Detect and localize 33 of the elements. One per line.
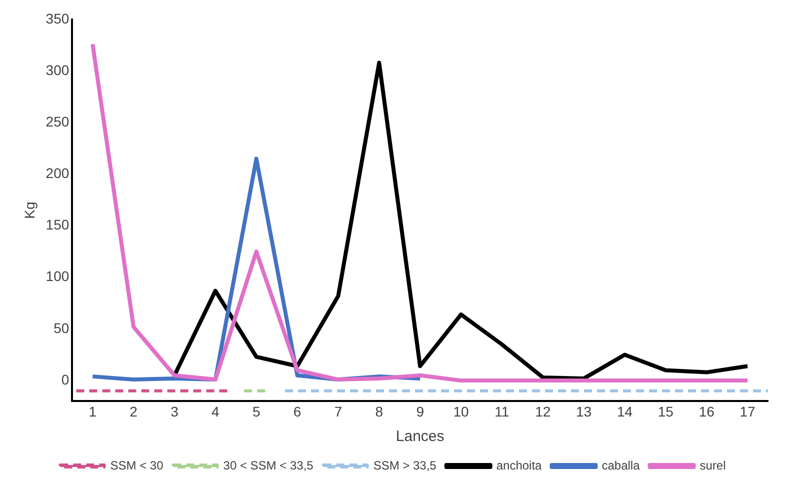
legend-label: SSM < 30 [110, 458, 164, 472]
x-tick-label: 16 [698, 403, 715, 420]
x-axis-title: Lances [396, 428, 444, 446]
x-tick-label: 3 [170, 403, 179, 420]
x-tick-label: 5 [252, 403, 260, 420]
x-tick-label: 7 [334, 403, 342, 420]
x-tick-label: 4 [212, 403, 220, 420]
legend-label: surel [700, 458, 726, 472]
x-tick-label: 2 [130, 403, 138, 420]
x-tick-label: 10 [453, 403, 470, 420]
y-tick-label: 350 [46, 10, 70, 26]
x-tick-label: 11 [494, 403, 510, 420]
legend-label: 30 < SSM < 33,5 [223, 458, 314, 472]
legend-label: caballa [602, 458, 640, 472]
x-tick-label: 15 [658, 403, 674, 420]
x-tick-label: 6 [293, 403, 302, 420]
x-tick-label: 12 [535, 403, 551, 420]
x-tick-label: 1 [88, 403, 97, 420]
y-tick-label: 50 [54, 320, 70, 336]
y-tick-label: 200 [46, 165, 70, 182]
legend-label: anchoita [496, 458, 542, 472]
y-tick-label: 100 [46, 268, 70, 284]
x-tick-label: 9 [416, 403, 424, 420]
x-tick-label: 13 [576, 403, 592, 420]
y-tick-label: 300 [46, 62, 70, 78]
legend-label: SSM > 33,5 [373, 458, 437, 472]
y-axis-title: Kg [21, 202, 38, 219]
x-tick-label: 17 [740, 403, 756, 420]
y-tick-label: 0 [61, 371, 70, 388]
y-tick-label: 250 [46, 113, 70, 130]
x-tick-label: 14 [616, 403, 633, 420]
x-tick-label: 8 [375, 403, 384, 420]
y-tick-label: 150 [46, 216, 70, 233]
